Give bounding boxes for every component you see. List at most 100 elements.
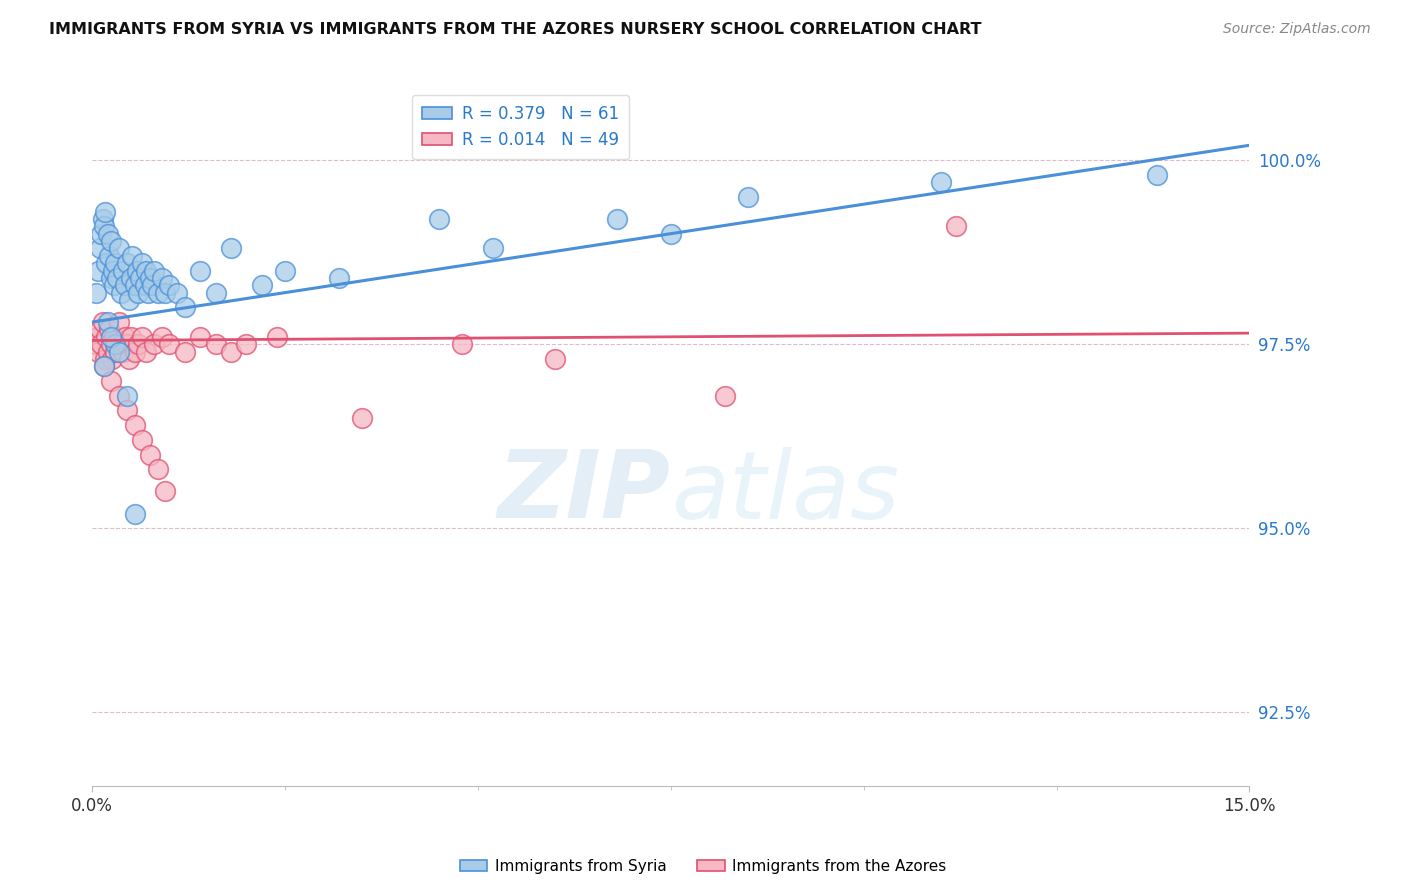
Point [112, 344, 135, 359]
Point [104, 337, 127, 351]
Text: Source: ZipAtlas.com: Source: ZipAtlas.com [1223, 22, 1371, 37]
Point [204, 285, 226, 300]
Point [101, 263, 124, 277]
Point [97, 227, 120, 241]
Point [124, 278, 146, 293]
Point [544, 351, 567, 366]
Point [328, 271, 350, 285]
Point [737, 190, 759, 204]
Point [427, 211, 450, 226]
Point [659, 227, 682, 241]
Point [129, 271, 152, 285]
Point [124, 418, 146, 433]
Point [118, 293, 141, 307]
Point [108, 344, 131, 359]
Point [929, 175, 952, 189]
Point [219, 241, 242, 255]
Point [104, 344, 127, 359]
Point [105, 271, 128, 285]
Point [1146, 168, 1168, 182]
Point [606, 211, 628, 226]
Point [100, 337, 122, 351]
Point [235, 337, 257, 351]
Point [115, 256, 138, 270]
Point [139, 448, 162, 462]
Point [139, 271, 162, 285]
Point [166, 285, 188, 300]
Point [110, 285, 132, 300]
Point [91, 315, 114, 329]
Point [112, 263, 135, 277]
Point [124, 344, 146, 359]
Point [127, 337, 149, 351]
Point [114, 278, 136, 293]
Point [97, 315, 120, 329]
Point [146, 285, 169, 300]
Text: ZIP: ZIP [498, 446, 671, 538]
Point [141, 278, 163, 293]
Point [146, 462, 169, 476]
Point [134, 278, 156, 293]
Point [100, 330, 122, 344]
Text: IMMIGRANTS FROM SYRIA VS IMMIGRANTS FROM THE AZORES NURSERY SCHOOL CORRELATION C: IMMIGRANTS FROM SYRIA VS IMMIGRANTS FROM… [49, 22, 981, 37]
Point [115, 403, 138, 417]
Point [93, 219, 115, 234]
Point [135, 263, 157, 277]
Point [155, 285, 177, 300]
Point [114, 330, 136, 344]
Point [274, 263, 297, 277]
Point [98, 322, 121, 336]
Point [155, 484, 177, 499]
Point [118, 351, 141, 366]
Point [150, 330, 173, 344]
Point [93, 359, 115, 374]
Point [100, 234, 122, 248]
Point [150, 271, 173, 285]
Point [127, 285, 149, 300]
Point [120, 271, 142, 285]
Point [94, 256, 117, 270]
Point [103, 330, 125, 344]
Point [84, 337, 107, 351]
Point [204, 337, 226, 351]
Point [94, 204, 117, 219]
Point [157, 337, 180, 351]
Point [105, 337, 128, 351]
Point [108, 389, 131, 403]
Point [87, 344, 110, 359]
Point [482, 241, 505, 255]
Point [89, 241, 111, 255]
Point [110, 337, 132, 351]
Point [124, 507, 146, 521]
Point [352, 410, 374, 425]
Point [121, 249, 143, 263]
Legend: Immigrants from Syria, Immigrants from the Azores: Immigrants from Syria, Immigrants from t… [454, 853, 952, 880]
Point [142, 263, 165, 277]
Point [87, 263, 110, 277]
Point [115, 389, 138, 403]
Point [120, 330, 142, 344]
Point [131, 256, 153, 270]
Point [219, 344, 242, 359]
Point [131, 433, 153, 447]
Point [945, 219, 967, 234]
Legend: R = 0.379   N = 61, R = 0.014   N = 49: R = 0.379 N = 61, R = 0.014 N = 49 [412, 95, 628, 159]
Point [188, 263, 211, 277]
Point [104, 256, 127, 270]
Point [100, 271, 122, 285]
Point [93, 351, 115, 366]
Point [125, 263, 148, 277]
Point [90, 227, 112, 241]
Point [94, 330, 117, 344]
Point [188, 330, 211, 344]
Point [97, 344, 120, 359]
Point [173, 301, 195, 315]
Point [108, 315, 131, 329]
Point [157, 278, 180, 293]
Point [142, 337, 165, 351]
Point [93, 359, 115, 374]
Point [266, 330, 288, 344]
Point [713, 389, 735, 403]
Point [451, 337, 474, 351]
Point [131, 330, 153, 344]
